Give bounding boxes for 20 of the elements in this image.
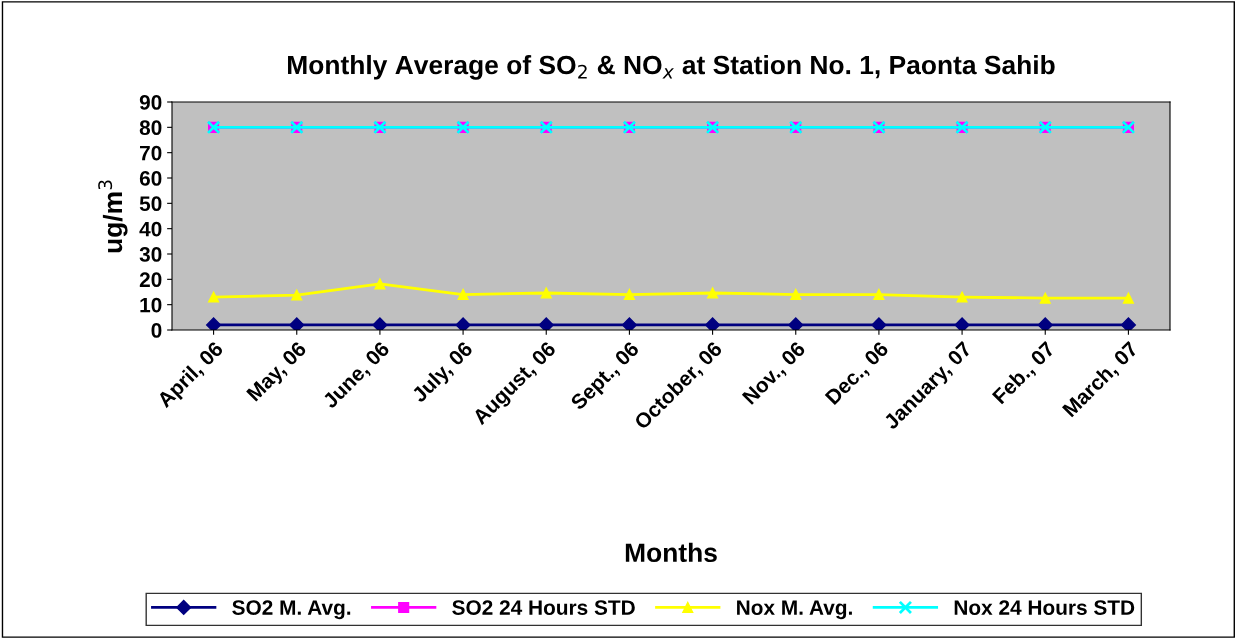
y-tick-label: 10 <box>140 297 162 313</box>
legend-label: Nox 24 Hours STD <box>954 600 1135 615</box>
legend-label: SO2 M. Avg. <box>232 600 351 620</box>
y-tick-label: 50 <box>139 196 162 212</box>
x-axis-title: Months <box>625 542 717 563</box>
y-tick-label: 80 <box>139 120 162 136</box>
legend-label: Nox M. Avg. <box>737 600 852 620</box>
y-tick-label: 40 <box>139 221 162 237</box>
y-tick-label: 70 <box>140 145 162 161</box>
x-tick-label: Dec., 06 <box>824 340 892 408</box>
y-tick-label: 60 <box>139 171 162 186</box>
y-tick-label: 0 <box>151 323 162 338</box>
x-tick-label: Feb., 07 <box>991 340 1058 407</box>
y-tick-label: 30 <box>139 247 162 262</box>
y-tick-label: 20 <box>139 272 162 288</box>
y-tick-label: 90 <box>139 95 162 110</box>
chart-title: Monthly Average of SO$_{2}$ & NO$_{x}$ at Station No. 1, Paonta Sahib <box>288 54 1055 80</box>
x-tick-label: Nov., 06 <box>741 340 809 408</box>
y-axis-title: ug/m$^{3}$ <box>98 180 128 253</box>
legend-label: SO2 24 Hours STD <box>452 600 635 615</box>
